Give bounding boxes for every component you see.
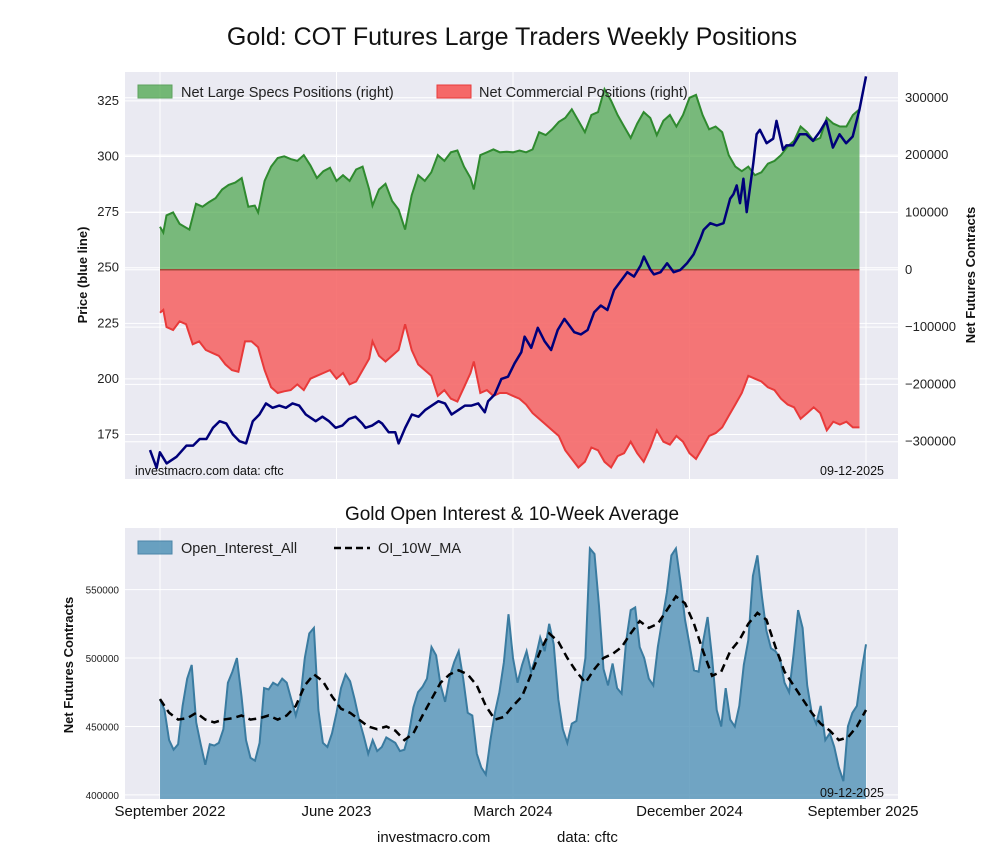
date-tick-label: March 2024 — [473, 803, 552, 820]
price-tick-label: 275 — [97, 204, 119, 219]
contracts-tick-label: −200000 — [905, 376, 956, 391]
net-comm-area — [160, 269, 860, 468]
oi-axis-label: Net Futures Contracts — [61, 597, 76, 734]
contracts-tick-label: 300000 — [905, 90, 948, 105]
oi-tick-label: 450000 — [86, 722, 120, 733]
contracts-tick-label: −100000 — [905, 319, 956, 334]
oi-tick-label: 400000 — [86, 791, 120, 802]
footer-source: data: cftc — [557, 829, 618, 846]
contracts-tick-label: 200000 — [905, 147, 948, 162]
open-interest-fill — [160, 548, 866, 799]
top-date-note: 09-12-2025 — [820, 464, 884, 478]
price-tick-label: 175 — [97, 427, 119, 442]
price-tick-label: 225 — [97, 315, 119, 330]
contracts-tick-label: 100000 — [905, 204, 948, 219]
contracts-axis-ticks: 300000 200000 100000 0 −100000 −200000 −300000 — [905, 90, 956, 449]
date-tick-label: September 2022 — [115, 803, 226, 820]
net-specs-line — [159, 86, 861, 236]
contracts-axis-label: Net Futures Contracts — [963, 207, 978, 344]
legend-label-net-specs: Net Large Specs Positions (right) — [181, 85, 394, 101]
legend-label-net-comm: Net Commercial Positions (right) — [479, 85, 688, 101]
date-tick-label: September 2025 — [808, 803, 919, 820]
net-comm-line — [159, 307, 860, 470]
date-tick-label: December 2024 — [636, 803, 743, 820]
price-tick-label: 200 — [97, 371, 119, 386]
oi-tick-label: 550000 — [86, 586, 120, 597]
price-line-group — [148, 76, 868, 470]
oi-tick-label: 500000 — [86, 654, 120, 665]
net-positions-areas — [159, 86, 861, 470]
net-specs-area — [160, 89, 860, 270]
open-interest-line — [159, 545, 867, 782]
date-axis-ticks: September 2022 June 2023 March 2024 Decembe… — [115, 803, 919, 820]
price-axis-label: Price (blue line) — [75, 227, 90, 324]
open-interest-subtitle: Gold Open Interest & 10-Week Average — [345, 504, 679, 525]
ma-line — [158, 594, 868, 742]
open-interest-area — [159, 545, 867, 799]
legend-swatch-net-comm — [436, 84, 472, 99]
top-legend: Net Large Specs Positions (right) Net Co… — [137, 84, 688, 101]
oi-axis-ticks: 550000 500000 450000 400000 — [86, 586, 120, 802]
price-tick-label: 300 — [97, 149, 119, 164]
footer-site: investmacro.com — [377, 829, 490, 846]
ma-line-group — [158, 594, 868, 742]
legend-label-open-interest: Open_Interest_All — [181, 541, 297, 557]
legend-swatch-open-interest — [137, 540, 173, 555]
bottom-date-note: 09-12-2025 — [820, 786, 884, 800]
legend-swatch-net-specs — [137, 84, 173, 99]
top-source-note: investmacro.com data: cftc — [135, 464, 284, 478]
chart-title: Gold: COT Futures Large Traders Weekly P… — [227, 23, 797, 51]
price-axis-ticks: 325 300 275 250 225 200 175 — [97, 93, 119, 442]
date-tick-label: June 2023 — [301, 803, 371, 820]
price-tick-label: 325 — [97, 93, 119, 108]
contracts-tick-label: −300000 — [905, 434, 956, 449]
bottom-legend: Open_Interest_All OI_10W_MA — [137, 540, 461, 557]
legend-label-ma: OI_10W_MA — [378, 541, 461, 557]
contracts-tick-label: 0 — [905, 262, 912, 277]
price-line — [148, 76, 868, 470]
price-tick-label: 250 — [97, 260, 119, 275]
